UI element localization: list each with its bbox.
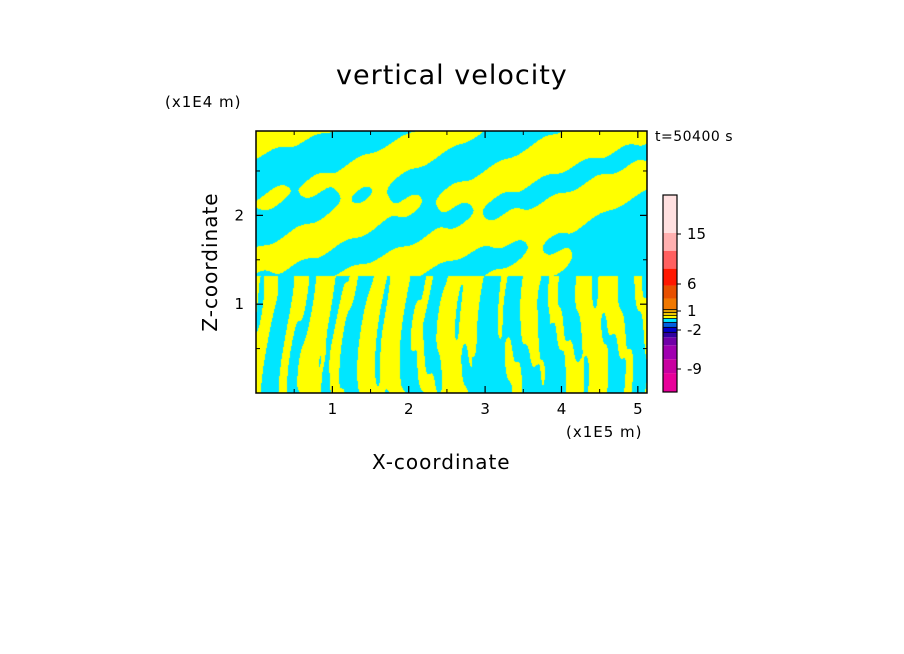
y-axis-unit: (x1E4 m) — [165, 93, 242, 111]
x-tick-label: 4 — [557, 400, 567, 418]
colorbar-swatch — [663, 322, 677, 328]
colorbar-swatch — [663, 309, 677, 313]
colorbar-swatch — [663, 268, 677, 286]
colorbar-swatch — [663, 298, 677, 310]
x-tick-label: 5 — [633, 400, 643, 418]
colorbar-swatch — [663, 315, 677, 319]
colorbar-swatch — [663, 332, 677, 338]
colorbar-swatch — [663, 250, 677, 269]
plot-frame — [255, 130, 648, 394]
colorbar-swatch — [663, 345, 677, 360]
colorbar-swatch — [663, 232, 677, 251]
colorbar-tick-label: 6 — [687, 275, 697, 293]
x-tick-label: 3 — [480, 400, 490, 418]
colorbar-swatch — [663, 285, 677, 299]
colorbar-tick-label: -2 — [687, 321, 702, 339]
colorbar-frame — [662, 194, 678, 393]
x-tick-label: 2 — [404, 400, 414, 418]
colorbar-swatch — [663, 359, 677, 374]
chart-title: vertical velocity — [336, 60, 568, 91]
colorbar-swatch — [663, 327, 677, 333]
x-axis-label: X-coordinate — [372, 450, 511, 474]
velocity-field — [256, 131, 647, 393]
colorbar-swatch — [663, 337, 677, 346]
colorbar-swatch — [663, 312, 677, 316]
colorbar-tick-label: 1 — [687, 302, 697, 320]
y-tick-label: 1 — [234, 295, 244, 313]
time-label: t=50400 s — [655, 129, 733, 145]
colorbar-tick-label: 15 — [687, 225, 706, 243]
colorbar-swatch — [663, 195, 677, 233]
x-axis-unit: (x1E5 m) — [566, 423, 643, 441]
colorbar-swatch — [663, 318, 677, 323]
x-tick-label: 1 — [328, 400, 338, 418]
y-tick-label: 2 — [234, 206, 244, 224]
colorbar-swatch — [663, 373, 677, 392]
colorbar-tick-label: -9 — [687, 360, 702, 378]
